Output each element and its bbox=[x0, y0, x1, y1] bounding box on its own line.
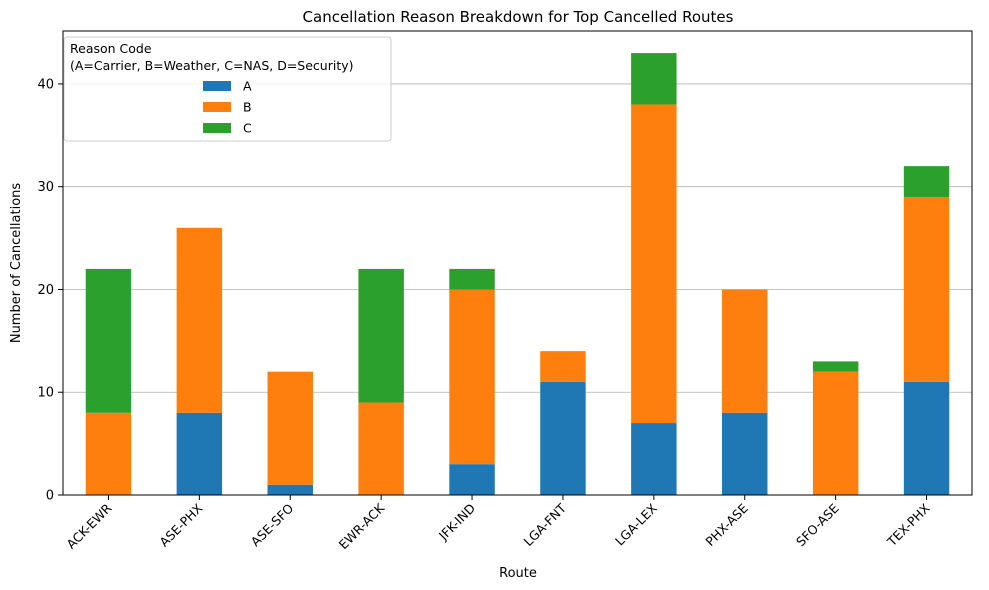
bar-C-ACK-EWR bbox=[85, 268, 132, 413]
legend-label-A: A bbox=[243, 79, 252, 94]
bar-B-ACK-EWR bbox=[85, 412, 132, 495]
x-tick-label: LGA-FNT bbox=[521, 500, 570, 549]
legend: Reason Code (A=Carrier, B=Weather, C=NAS… bbox=[63, 36, 392, 142]
x-tick-label: LGA-LEX bbox=[612, 500, 660, 548]
y-tick-label: 30 bbox=[37, 180, 54, 195]
legend-entries: ABC bbox=[203, 79, 252, 136]
x-tick-label: JFK-IND bbox=[435, 501, 478, 544]
bar-B-EWR-ACK bbox=[358, 402, 404, 495]
legend-label-C: C bbox=[243, 121, 252, 136]
bar-A-ASE-PHX bbox=[176, 412, 223, 495]
bar-B-PHX-ASE bbox=[722, 289, 768, 413]
bar-B-LGA-FNT bbox=[540, 351, 586, 382]
y-axis: 0 10 20 30 40 bbox=[37, 77, 63, 504]
x-tick-label: EWR-ACK bbox=[336, 500, 388, 552]
y-axis-label: Number of Cancellations bbox=[9, 183, 24, 344]
bar-A-ASE-SFO bbox=[267, 484, 313, 495]
bar-C-LGA-LEX bbox=[631, 53, 677, 105]
bar-A-PHX-ASE bbox=[722, 412, 768, 495]
x-tick-label: ACK-EWR bbox=[63, 500, 114, 551]
bar-B-TEX-PHX bbox=[903, 196, 950, 382]
bar-A-JFK-IND bbox=[449, 464, 495, 495]
bar-B-SFO-ASE bbox=[812, 371, 859, 495]
x-tick-label: SFO-ASE bbox=[793, 500, 842, 549]
bars bbox=[85, 53, 950, 495]
bar-C-TEX-PHX bbox=[903, 166, 950, 197]
x-axis: ACK-EWR ASE-PHX ASE-SFO EWR-ACK JFK-IND LGA-F… bbox=[63, 495, 933, 552]
x-tick-label: PHX-ASE bbox=[702, 500, 751, 549]
bar-C-JFK-IND bbox=[449, 268, 495, 290]
bar-C-EWR-ACK bbox=[358, 268, 404, 403]
bar-B-LGA-LEX bbox=[631, 104, 677, 424]
legend-label-B: B bbox=[243, 100, 252, 115]
bar-B-ASE-PHX bbox=[176, 227, 223, 413]
x-tick-label: TEX-PHX bbox=[884, 500, 933, 549]
bar-C-SFO-ASE bbox=[812, 361, 859, 372]
y-tick-label: 0 bbox=[46, 489, 54, 504]
bar-A-TEX-PHX bbox=[903, 381, 950, 495]
y-tick-label: 10 bbox=[37, 386, 54, 401]
chart-title: Cancellation Reason Breakdown for Top Ca… bbox=[303, 8, 734, 26]
legend-swatch-B bbox=[203, 102, 231, 112]
legend-swatch-C bbox=[203, 123, 231, 133]
x-tick-label: ASE-PHX bbox=[156, 500, 205, 549]
x-axis-label: Route bbox=[499, 566, 537, 581]
plot-frame bbox=[62, 30, 973, 496]
bar-A-LGA-FNT bbox=[540, 381, 586, 495]
y-tick-label: 20 bbox=[37, 283, 54, 298]
bar-B-ASE-SFO bbox=[267, 371, 313, 485]
legend-title-line1: Reason Code bbox=[70, 41, 152, 56]
bar-B-JFK-IND bbox=[449, 289, 495, 465]
bar-A-LGA-LEX bbox=[631, 423, 677, 495]
y-tick-label: 40 bbox=[37, 77, 54, 92]
legend-title-line2: (A=Carrier, B=Weather, C=NAS, D=Security… bbox=[70, 58, 354, 73]
x-tick-label: ASE-SFO bbox=[248, 500, 297, 549]
legend-swatch-A bbox=[203, 81, 231, 91]
